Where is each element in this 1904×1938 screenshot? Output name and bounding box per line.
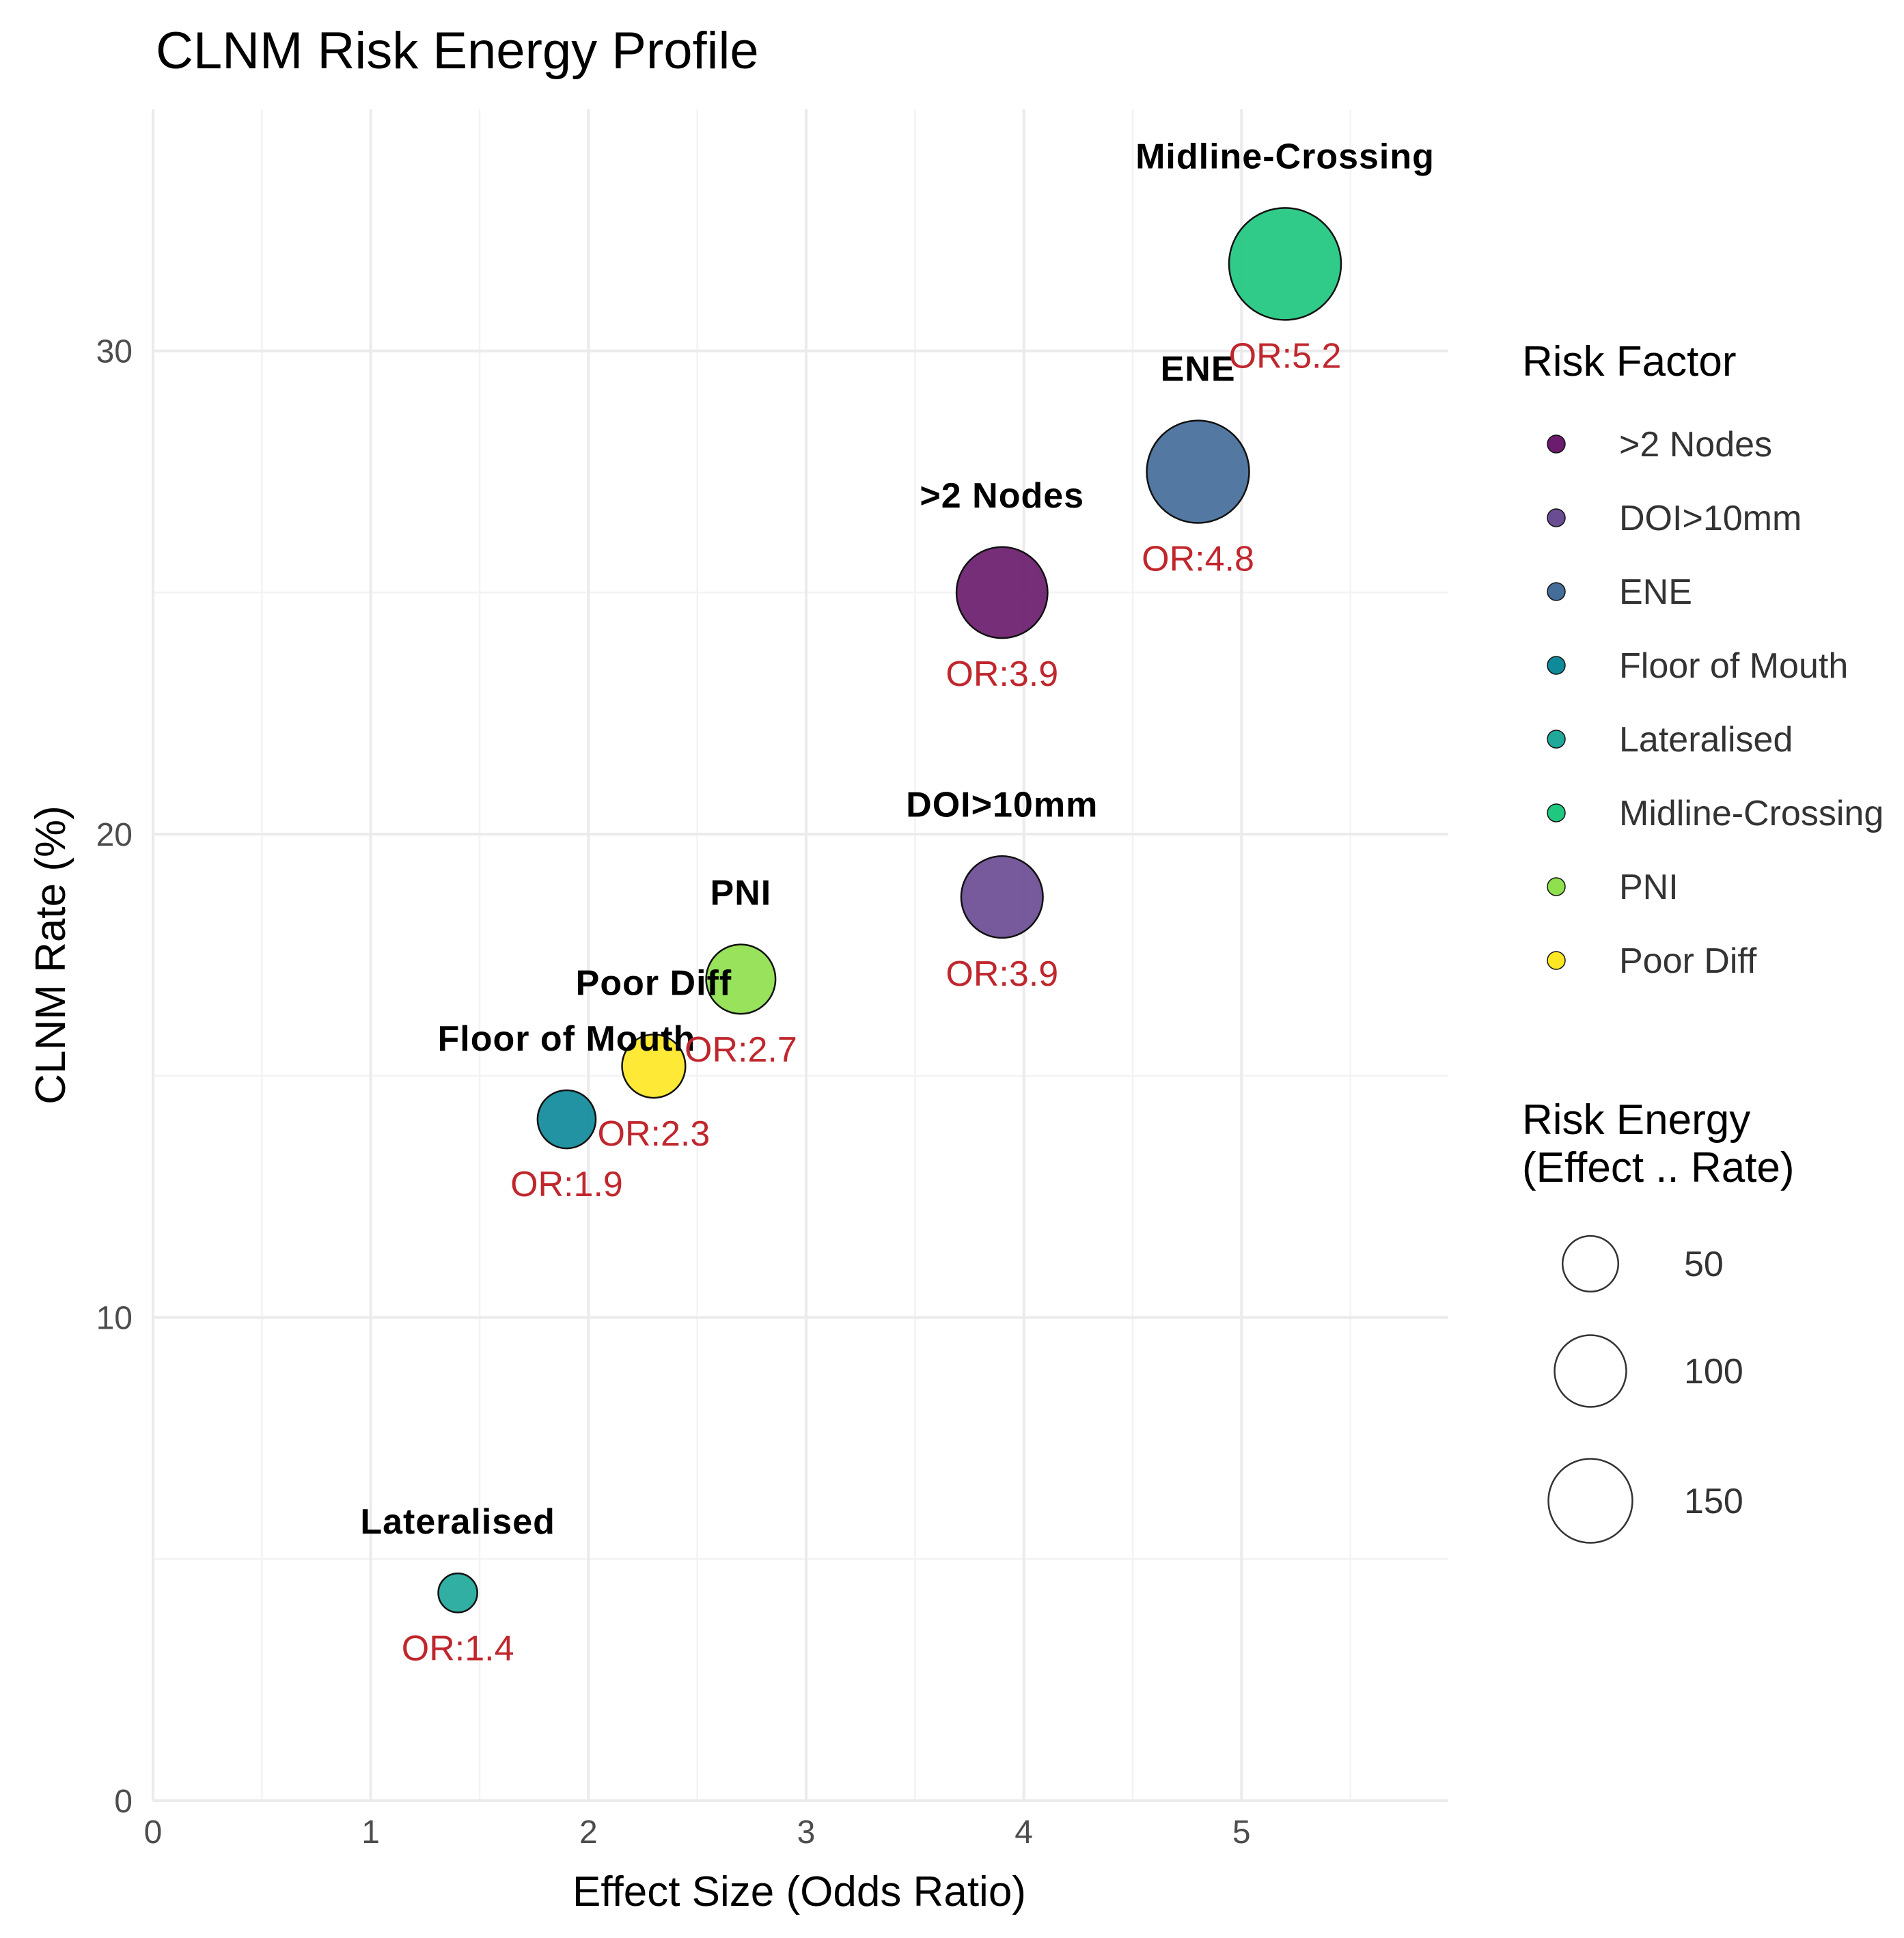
data-point (955, 546, 1049, 639)
point-name-label: Lateralised (360, 1502, 555, 1542)
grid (152, 109, 1448, 1802)
legend-color-label: Lateralised (1619, 720, 1793, 760)
odds-ratio-label: OR:3.9 (946, 954, 1058, 994)
legend-color-key (1547, 803, 1566, 822)
legend-color-label: Poor Diff (1619, 941, 1757, 981)
y-axis-ticks: 0 10 20 30 (96, 334, 133, 1820)
x-tick-label: 0 (144, 1814, 163, 1851)
legend-color-label: >2 Nodes (1619, 425, 1772, 465)
x-tick-label: 3 (797, 1814, 816, 1851)
legend-size-key (1547, 1458, 1633, 1544)
odds-ratio-label: OR:1.4 (402, 1629, 514, 1668)
x-axis-ticks: 0 1 2 3 4 5 (144, 1814, 1251, 1851)
x-axis-title: Effect Size (Odds Ratio) (572, 1868, 1026, 1915)
legend-risk-factor: Risk Factor >2 Nodes DOI>10mm ENE Floor of … (1522, 338, 1884, 981)
x-tick-label: 5 (1232, 1814, 1251, 1851)
data-point (621, 1034, 687, 1099)
legend-risk-energy-title-line2: (Effect .. Rate) (1522, 1144, 1795, 1191)
point-name-label: PNI (710, 874, 772, 913)
legend-color-key (1547, 434, 1566, 454)
point-name-label: Floor of Mouth (438, 1019, 696, 1059)
data-point (437, 1572, 478, 1614)
data-labels: >2 Nodes OR:3.9 DOI>10mm OR:3.9 ENE OR:4.8 Flo… (360, 137, 1435, 1668)
y-tick-label: 0 (114, 1784, 133, 1820)
data-point (1228, 207, 1342, 321)
point-name-label: >2 Nodes (920, 476, 1084, 516)
legend-color-label: DOI>10mm (1619, 499, 1802, 538)
legend-color-key (1547, 582, 1566, 601)
legend-size-label: 50 (1684, 1245, 1724, 1284)
point-name-label: Poor Diff (576, 963, 732, 1003)
odds-ratio-label: OR:3.9 (946, 654, 1058, 694)
legend-color-key (1547, 951, 1566, 970)
legend-size-key (1554, 1334, 1627, 1408)
y-axis-title: CLNM Rate (%) (27, 805, 74, 1105)
data-point (705, 943, 777, 1015)
legend-color-key (1547, 877, 1566, 896)
odds-ratio-label: OR:2.7 (685, 1030, 797, 1070)
legend-color-key (1547, 730, 1566, 749)
odds-ratio-label: OR:5.2 (1229, 336, 1342, 376)
odds-ratio-label: OR:4.8 (1142, 540, 1254, 579)
odds-ratio-label: OR:1.9 (510, 1165, 623, 1204)
legend-risk-energy-title-line1: Risk Energy (1522, 1096, 1750, 1144)
y-tick-label: 30 (96, 334, 133, 370)
point-name-label: ENE (1161, 350, 1236, 389)
data-point (1146, 419, 1250, 524)
data-point (536, 1089, 597, 1150)
legend-color-label: Midline-Crossing (1619, 794, 1884, 833)
legend-size-label: 150 (1684, 1482, 1743, 1521)
legend-size-key (1561, 1234, 1620, 1293)
data-points (437, 207, 1342, 1614)
point-name-label: Midline-Crossing (1135, 137, 1435, 176)
legend-color-label: PNI (1619, 868, 1679, 907)
legend-risk-factor-title: Risk Factor (1522, 338, 1736, 385)
x-tick-label: 1 (361, 1814, 380, 1851)
y-tick-label: 20 (96, 817, 133, 853)
legend-color-key (1547, 508, 1566, 527)
y-tick-label: 10 (96, 1301, 133, 1337)
x-tick-label: 2 (579, 1814, 598, 1851)
data-point (960, 855, 1044, 939)
legend-color-label: Floor of Mouth (1619, 646, 1848, 686)
legend-size-label: 100 (1684, 1352, 1743, 1392)
legend-risk-energy: Risk Energy (Effect .. Rate) 50 100 150 (1522, 1096, 1795, 1544)
odds-ratio-label: OR:2.3 (598, 1114, 710, 1154)
legend-color-label: ENE (1619, 572, 1692, 612)
point-name-label: DOI>10mm (906, 785, 1098, 825)
x-tick-label: 4 (1015, 1814, 1033, 1851)
legend-color-key (1547, 656, 1566, 675)
chart-title: CLNM Risk Energy Profile (156, 22, 759, 80)
